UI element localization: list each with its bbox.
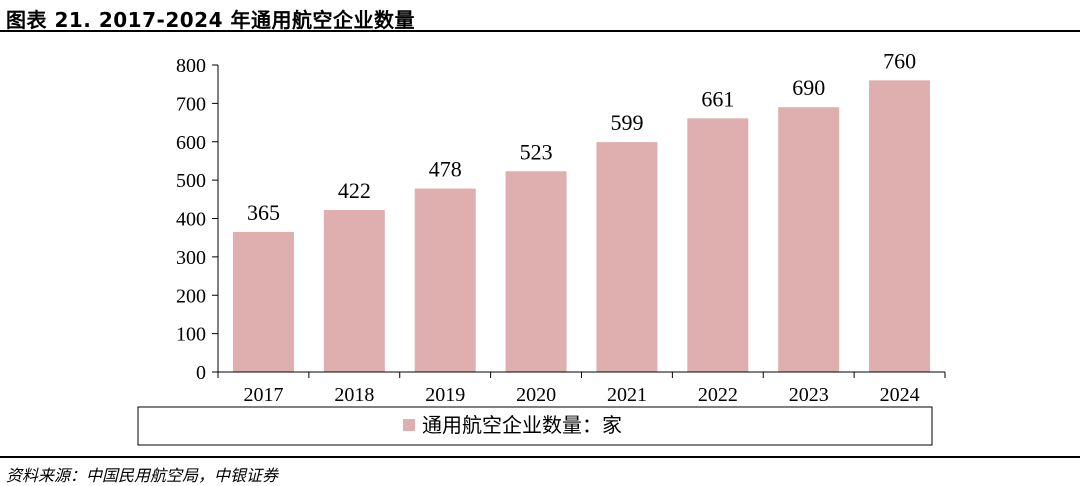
bar-series: 365 422 478 523 599 661 690 760 <box>232 48 931 373</box>
data-label-2024: 760 <box>883 48 916 73</box>
y-tick-label: 800 <box>176 55 206 77</box>
y-tick-label: 600 <box>176 132 206 154</box>
title-divider <box>0 30 1080 32</box>
data-label-2018: 422 <box>338 178 371 203</box>
legend-label: 通用航空企业数量：家 <box>422 413 622 437</box>
x-tick-label-2024: 2024 <box>880 384 920 406</box>
bar-2019 <box>414 188 476 372</box>
y-tick-label: 700 <box>176 93 206 115</box>
bar-2021 <box>596 142 658 372</box>
data-label-2017: 365 <box>247 200 280 225</box>
figure-title: 图表 21. 2017-2024 年通用航空企业数量 <box>6 8 415 32</box>
bar-2022 <box>687 118 749 372</box>
data-label-2022: 661 <box>701 86 734 111</box>
bar-2018 <box>323 210 385 372</box>
bar-chart: 0 100 200 300 400 500 600 700 800 365 422 478 523 59… <box>137 48 946 446</box>
x-axis: 2017 2018 2019 2020 2021 2022 2023 2024 <box>217 371 946 406</box>
x-tick-label-2022: 2022 <box>698 384 738 406</box>
y-tick-label: 200 <box>176 285 206 307</box>
x-tick-label-2023: 2023 <box>789 384 829 406</box>
source-note: 资料来源：中国民用航空局，中银证券 <box>6 466 279 485</box>
x-tick-label-2021: 2021 <box>607 384 647 406</box>
x-tick-label-2017: 2017 <box>243 384 283 406</box>
data-label-2019: 478 <box>429 157 462 182</box>
y-tick-label: 0 <box>196 362 206 384</box>
y-tick-label: 400 <box>176 209 206 231</box>
y-axis: 0 100 200 300 400 500 600 700 800 <box>176 55 219 384</box>
legend: 通用航空企业数量：家 <box>137 406 933 446</box>
bar-2023 <box>778 107 840 373</box>
x-tick-label-2020: 2020 <box>516 384 556 406</box>
data-label-2021: 599 <box>610 110 643 135</box>
data-label-2023: 690 <box>792 75 825 100</box>
bar-2020 <box>505 171 567 372</box>
legend-box <box>137 406 933 446</box>
source-divider <box>0 456 1080 458</box>
legend-swatch <box>403 419 415 431</box>
y-tick-label: 300 <box>176 247 206 269</box>
bar-2017 <box>232 231 294 372</box>
bar-2024 <box>869 80 931 372</box>
y-tick-label: 100 <box>176 324 206 346</box>
x-tick-label-2018: 2018 <box>334 384 374 406</box>
data-label-2020: 523 <box>520 139 553 164</box>
y-tick-label: 500 <box>176 170 206 192</box>
x-tick-label-2019: 2019 <box>425 384 465 406</box>
